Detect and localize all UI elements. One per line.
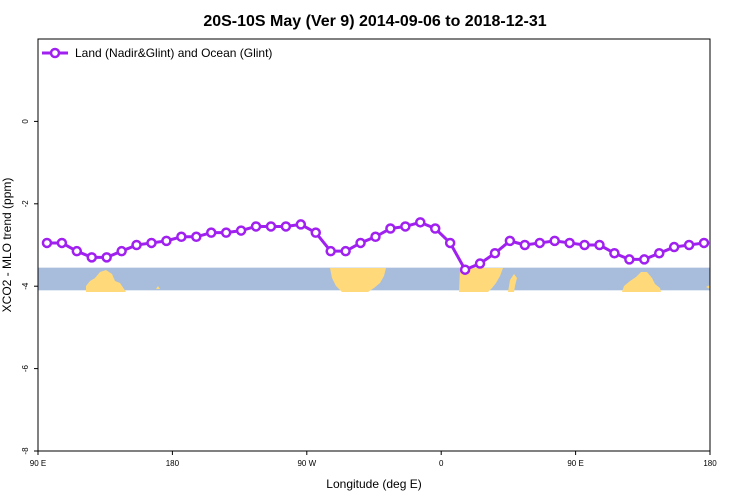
data-point (56, 237, 68, 249)
data-point (370, 231, 381, 243)
land-shape (86, 270, 126, 292)
legend: Land (Nadir&Glint) and Ocean (Glint) (42, 46, 272, 60)
x-axis-ticks: 90 E 180 90 W 0 90 E 180 (30, 451, 717, 468)
data-point (41, 237, 53, 249)
data-point (385, 223, 396, 234)
data-point (519, 239, 531, 251)
chart-title: 20S-10S May (Ver 9) 2014-09-06 to 2018-1… (203, 13, 546, 30)
data-point (444, 237, 456, 249)
data-point (624, 254, 635, 265)
data-point (579, 239, 590, 251)
data-point (429, 223, 441, 234)
x-tick-label: 180 (703, 459, 717, 468)
data-point (504, 235, 516, 247)
data-point (340, 245, 351, 257)
data-point (594, 239, 605, 251)
x-tick-label: 90 E (30, 459, 46, 468)
data-point (205, 227, 217, 238)
y-axis-label: XCO2 - MLO trend (ppm) (0, 178, 14, 313)
data-point (653, 247, 665, 259)
x-tick-label: 90 W (297, 459, 316, 468)
data-point (280, 221, 292, 232)
data-point (191, 231, 202, 243)
data-point (325, 245, 336, 257)
data-point (146, 237, 157, 249)
land-shape (156, 286, 160, 289)
land-shape (508, 274, 517, 292)
x-tick-label: 180 (166, 459, 180, 468)
data-point (220, 227, 232, 238)
land-shape (459, 268, 503, 292)
data-point (415, 217, 426, 228)
y-tick-label: -6 (21, 364, 30, 372)
data-point (489, 247, 501, 259)
series-layer (41, 217, 710, 275)
legend-label: Land (Nadir&Glint) and Ocean (Glint) (75, 46, 272, 60)
data-point (668, 241, 680, 253)
y-tick-label: -2 (21, 200, 30, 208)
data-point (310, 227, 322, 238)
data-point (549, 235, 560, 247)
data-point (101, 252, 112, 263)
data-point (355, 237, 366, 249)
data-point (609, 247, 620, 259)
y-tick-label: -8 (21, 447, 30, 455)
plot-frame (37, 38, 711, 452)
data-point (295, 219, 307, 230)
data-point (564, 237, 575, 249)
land-shape (706, 285, 710, 289)
series-line (46, 220, 705, 272)
map-strip (38, 267, 710, 292)
data-point (459, 264, 471, 275)
data-point (534, 237, 546, 249)
data-point (250, 221, 262, 232)
data-point (400, 221, 411, 232)
x-axis-label: Longitude (deg E) (326, 477, 421, 491)
data-point (639, 254, 650, 265)
data-point (176, 231, 187, 243)
land-shape (330, 268, 386, 292)
land-shape (622, 272, 661, 292)
y-tick-label: 0 (21, 119, 30, 124)
data-point (86, 252, 98, 263)
data-point (698, 237, 710, 249)
data-point (131, 239, 142, 251)
legend-marker (49, 47, 61, 59)
data-point (683, 239, 695, 251)
data-point (71, 245, 83, 257)
data-point (116, 245, 127, 257)
x-tick-label: 0 (439, 459, 444, 468)
data-point (474, 258, 486, 269)
y-tick-label: -4 (21, 282, 30, 290)
x-tick-label: 90 E (567, 459, 583, 468)
y-axis-ticks: 0 -2 -4 -6 -8 (21, 119, 38, 455)
data-point (161, 235, 172, 247)
data-point (265, 221, 277, 232)
data-point (235, 225, 247, 236)
